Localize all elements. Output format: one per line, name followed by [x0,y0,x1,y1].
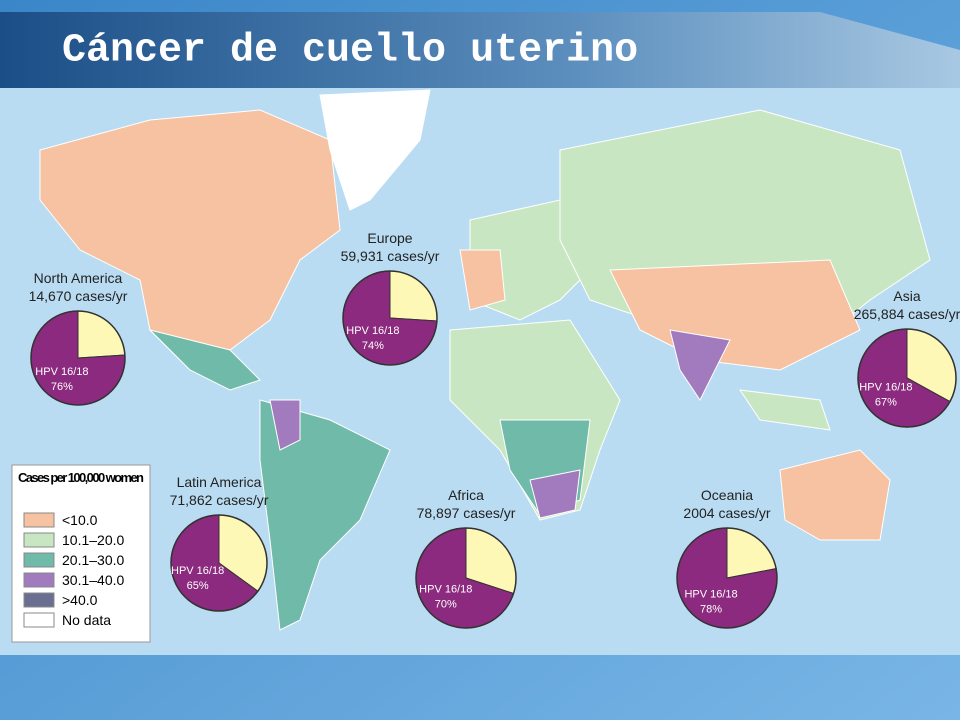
title-bar [0,12,960,88]
legend-swatch [23,612,55,628]
region-name: Oceania [701,487,753,503]
region-cases: 2004 cases/yr [683,505,770,521]
region-name: North America [34,270,123,286]
legend-label: <10.0 [62,512,98,528]
pie-outline [857,328,957,428]
region-name: Europe [367,230,412,246]
hpv-share-label: 67% [875,396,897,408]
legend: Cases per 100,000 women <10.0 10.1–20.0 20.… [11,464,151,643]
hpv-share-label: 70% [435,599,457,611]
legend-title: Cases per 100,000 women [18,470,144,485]
legend-label: 20.1–30.0 [62,552,124,568]
legend-swatch [23,572,55,588]
hpv-label: HPV 16/18 [684,588,737,600]
pie-outline [415,527,517,629]
pie-outline [30,310,126,406]
region-cases: 59,931 cases/yr [341,248,440,264]
region-name: Africa [448,487,484,503]
pie-outline [342,270,438,366]
legend-label: No data [62,612,111,628]
pies: North America 14,670 cases/yr HPV 16/18 76%… [29,230,960,629]
hpv-label: HPV 16/18 [171,565,224,577]
region-cases: 14,670 cases/yr [29,288,128,304]
legend-swatch [23,552,55,568]
land [39,89,931,631]
legend-label: 30.1–40.0 [62,572,124,588]
hpv-label: HPV 16/18 [859,381,912,393]
legend-swatch [23,532,55,548]
legend-label: 10.1–20.0 [62,532,124,548]
pie-outline [676,527,778,629]
legend-swatch [23,512,55,528]
hpv-share-label: 74% [362,340,384,352]
hpv-label: HPV 16/18 [35,366,88,378]
region-cases: 265,884 cases/yr [854,306,960,322]
hpv-share-label: 65% [187,580,209,592]
pie-outline [170,514,268,612]
hpv-share-label: 78% [700,603,722,615]
legend-swatch [23,592,55,608]
legend-label: >40.0 [62,592,98,608]
region-cases: 78,897 cases/yr [417,505,516,521]
region-name: Latin America [177,474,262,490]
hpv-label: HPV 16/18 [419,584,472,596]
title: Cáncer de cuello uterino [62,29,638,74]
region-name: Asia [893,288,920,304]
hpv-share-label: 76% [51,381,73,393]
region-cases: 71,862 cases/yr [170,492,269,508]
hpv-label: HPV 16/18 [346,325,399,337]
